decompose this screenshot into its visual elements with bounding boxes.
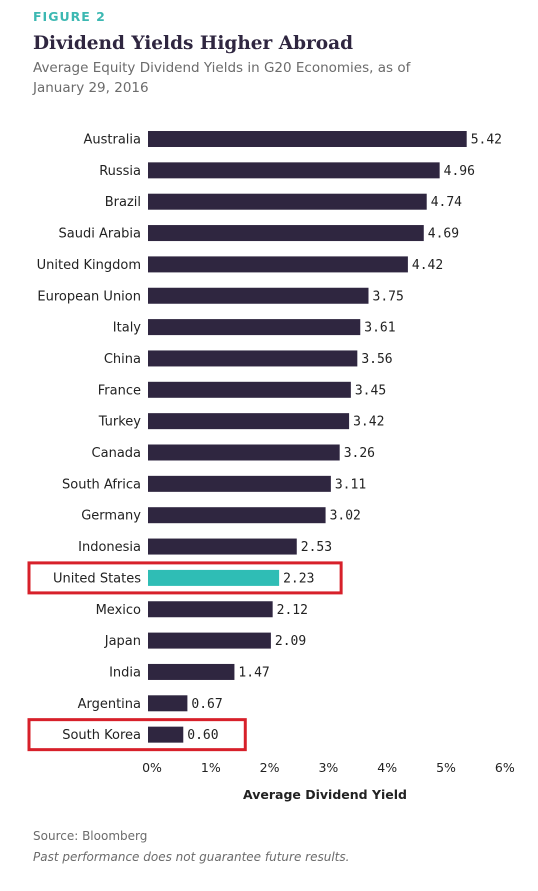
- value-label: 3.26: [344, 446, 375, 461]
- bar: [148, 663, 235, 680]
- category-label: United States: [53, 571, 141, 586]
- value-label: 4.42: [412, 258, 443, 273]
- x-tick-label: 3%: [318, 760, 338, 775]
- highlight-box: [27, 718, 247, 752]
- bar: [148, 413, 350, 430]
- category-label: Argentina: [78, 697, 141, 712]
- category-label: Australia: [83, 133, 141, 148]
- x-tick-label: 1%: [201, 760, 221, 775]
- bar: [148, 569, 280, 586]
- category-label: Germany: [81, 509, 141, 524]
- value-label: 4.74: [431, 195, 462, 210]
- value-label: 3.75: [373, 289, 404, 304]
- category-label: China: [104, 352, 141, 367]
- bar: [148, 256, 408, 273]
- bar: [148, 538, 297, 555]
- category-label: France: [98, 383, 141, 398]
- value-label: 2.53: [301, 540, 332, 555]
- category-label: South Korea: [62, 728, 141, 743]
- value-label: 4.69: [428, 227, 459, 242]
- bar: [148, 131, 467, 147]
- source-note: Source: Bloomberg: [33, 829, 148, 843]
- x-tick-label: 6%: [495, 760, 515, 775]
- disclaimer-note: Past performance does not guarantee futu…: [33, 850, 350, 864]
- value-label: 3.42: [353, 415, 384, 430]
- value-label: 0.60: [187, 728, 218, 743]
- value-label: 3.61: [364, 321, 395, 336]
- category-label: Russia: [99, 164, 141, 179]
- value-label: 2.09: [275, 634, 306, 649]
- value-label: 3.11: [335, 477, 366, 492]
- x-tick-label: 0%: [142, 760, 162, 775]
- value-label: 3.56: [361, 352, 392, 367]
- category-label: United Kingdom: [37, 258, 141, 273]
- chart-title: Dividend Yields Higher Abroad: [33, 33, 354, 54]
- bar: [148, 444, 340, 461]
- bar: [148, 726, 184, 743]
- highlight-box: [27, 561, 343, 595]
- chart-subtitle: Average Equity Dividend Yields in G20 Ec…: [33, 60, 411, 96]
- bar: [148, 475, 331, 492]
- bar: [148, 601, 273, 618]
- bar: [148, 381, 351, 398]
- bar: [148, 632, 271, 649]
- category-label: Japan: [104, 634, 141, 649]
- bar: [148, 319, 361, 336]
- value-label: 3.45: [355, 383, 386, 398]
- x-tick-label: 2%: [260, 760, 280, 775]
- bar: [148, 287, 369, 304]
- figure-label: FIGURE 2: [33, 9, 106, 24]
- bar: [148, 193, 427, 210]
- category-label: Brazil: [105, 195, 141, 210]
- value-label: 1.47: [238, 665, 269, 680]
- category-label: South Africa: [62, 477, 141, 492]
- category-label: Mexico: [96, 603, 141, 618]
- category-label: Indonesia: [78, 540, 141, 555]
- category-label: Turkey: [98, 415, 142, 430]
- category-label: European Union: [37, 289, 141, 304]
- value-label: 2.23: [283, 571, 314, 586]
- bar: [148, 695, 188, 712]
- category-label: Saudi Arabia: [59, 227, 142, 242]
- x-tick-label: 4%: [377, 760, 397, 775]
- x-tick-label: 5%: [436, 760, 456, 775]
- value-label: 0.67: [191, 697, 222, 712]
- bar: [148, 507, 326, 524]
- value-label: 2.12: [277, 603, 308, 618]
- category-label: Canada: [92, 446, 141, 461]
- bar: [148, 350, 358, 367]
- value-label: 5.42: [471, 133, 502, 148]
- category-label: Italy: [113, 321, 142, 336]
- category-label: India: [109, 665, 141, 680]
- value-label: 4.96: [444, 164, 475, 179]
- value-label: 3.02: [330, 509, 361, 524]
- x-axis-label: Average Dividend Yield: [243, 787, 407, 802]
- bar: [148, 225, 424, 242]
- bar: [148, 162, 440, 179]
